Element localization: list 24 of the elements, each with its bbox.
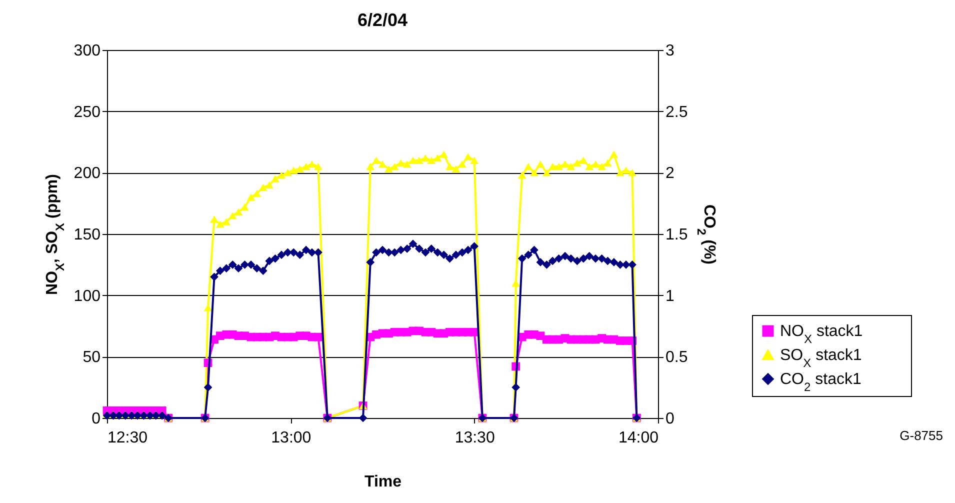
y2-tick-label: 1.5 xyxy=(666,226,688,244)
y-tick-label: 50 xyxy=(82,349,101,366)
y-tick-label: 300 xyxy=(74,42,101,60)
y2-tick-label: 0.5 xyxy=(666,349,688,366)
x-tick-label: 14:00 xyxy=(618,430,659,446)
y-tick-label: 0 xyxy=(92,410,101,428)
y2-tick-label: 3 xyxy=(666,42,674,60)
legend-label: SO$_{X}$ stack1 xyxy=(780,347,862,370)
legend-label: NO$_{X}$ stack1 xyxy=(780,323,863,346)
x-tick-label: 13:30 xyxy=(454,430,495,446)
y2-tick-label: 2.5 xyxy=(666,104,688,121)
legend-label: CO$_{2}$ stack1 xyxy=(780,371,862,394)
y2-tick-label: 0 xyxy=(666,410,674,428)
y-tick-label: 250 xyxy=(74,104,101,121)
y-tick-label: 100 xyxy=(74,288,101,305)
y2-tick-label: 2 xyxy=(666,165,674,182)
x-axis-title: Time xyxy=(364,474,402,490)
y2-tick-label: 1 xyxy=(666,288,674,305)
x-tick-label: 12:30 xyxy=(108,430,148,446)
y-tick-label: 200 xyxy=(74,165,101,182)
chart-title: 6/2/04 xyxy=(357,10,408,30)
x-tick-label: 13:00 xyxy=(271,430,312,446)
text: G-8755 xyxy=(900,428,943,443)
y-tick-label: 150 xyxy=(74,226,101,244)
